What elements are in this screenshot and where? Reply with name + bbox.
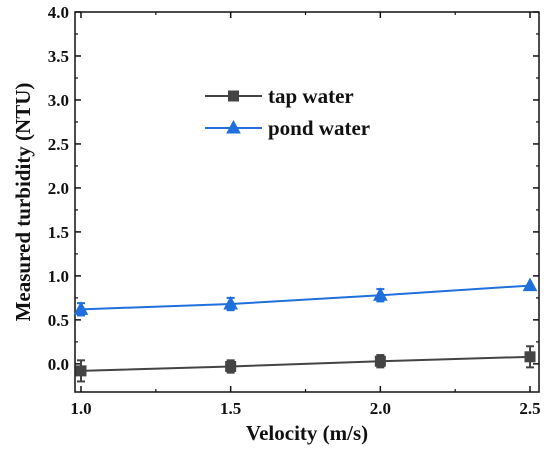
x-tick-label: 2.5: [519, 399, 540, 418]
y-tick-label: 3.0: [48, 91, 69, 110]
legend-marker: [229, 91, 239, 101]
y-tick-label: 0.5: [48, 311, 69, 330]
data-point: [525, 352, 535, 362]
data-point: [375, 356, 385, 366]
legend-item: pond water: [205, 116, 370, 140]
legend: tap water pond water: [205, 84, 370, 140]
x-axis-title: Velocity (m/s): [246, 421, 368, 445]
y-tick-label: 3.5: [48, 47, 69, 66]
y-tick-label: 4.0: [48, 3, 69, 22]
x-tick-label: 2.0: [370, 399, 391, 418]
data-point: [226, 361, 236, 371]
y-tick-label: 0.0: [48, 355, 69, 374]
data-point: [524, 279, 537, 291]
legend-label: tap water: [268, 84, 354, 108]
x-tick-label: 1.0: [70, 399, 91, 418]
series-line: [81, 357, 530, 371]
legend-label: pond water: [268, 116, 370, 140]
legend-item: tap water: [205, 84, 354, 108]
y-tick-label: 2.0: [48, 179, 69, 198]
data-point: [76, 366, 86, 376]
plot-frame: [75, 12, 539, 392]
y-axis-title: Measured turbidity (NTU): [11, 83, 35, 322]
y-tick-label: 1.5: [48, 223, 69, 242]
series-line: [81, 286, 530, 310]
y-tick-label: 1.0: [48, 267, 69, 286]
series-1: [74, 279, 536, 316]
y-tick-label: 2.5: [48, 135, 69, 154]
series-0: [76, 346, 535, 381]
series-group: [74, 279, 536, 382]
x-tick-label: 1.5: [220, 399, 241, 418]
axes: 1.0 1.5 2.0 2.5 0.0 0.5 1.0 1.5 2.0 2.5 3.0 3.5 4.0: [48, 3, 541, 418]
